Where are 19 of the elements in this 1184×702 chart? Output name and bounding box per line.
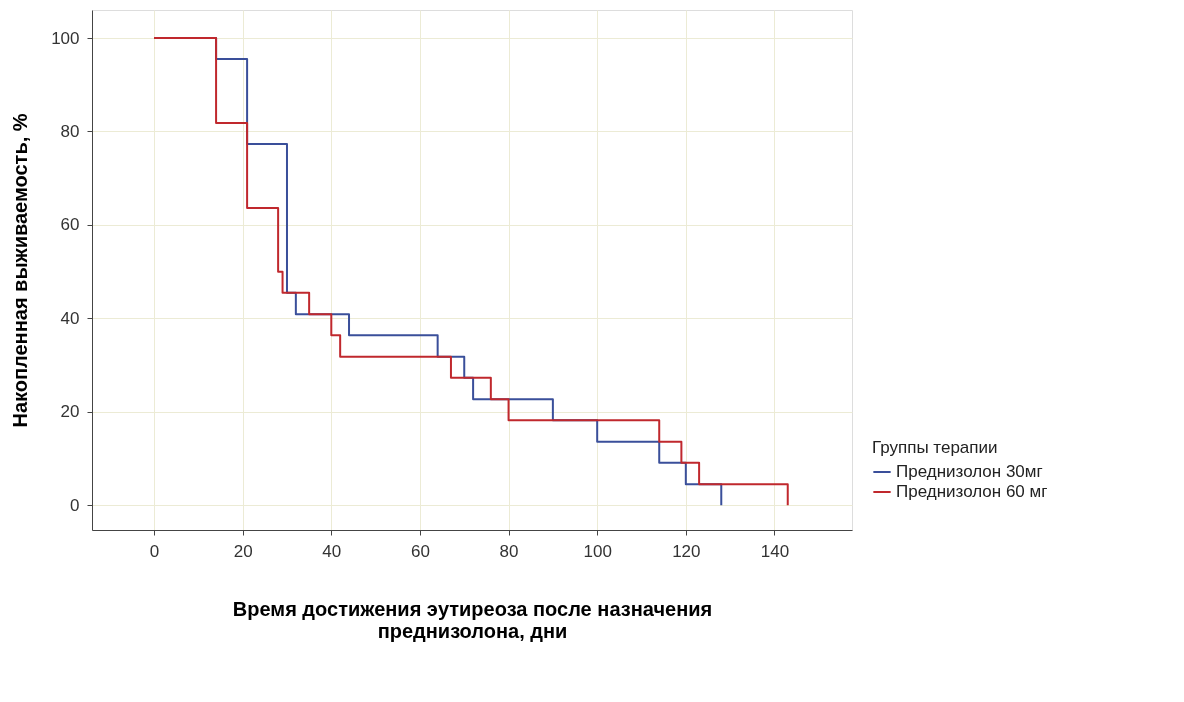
y-tick-label: 40 (60, 308, 80, 328)
y-tick-label: 80 (60, 121, 80, 141)
x-tick-label: 60 (410, 541, 430, 561)
x-axis-title: Время достижения эутиреоза после назначения преднизолона, дни (232, 597, 713, 642)
legend-label: Преднизолон 30мг (896, 462, 1043, 481)
x-tick-label: 40 (322, 541, 342, 561)
legend-label: Преднизолон 60 мг (896, 482, 1048, 501)
y-tick-label: 20 (60, 402, 80, 422)
x-tick-label: 120 (672, 541, 701, 561)
y-tick-label: 0 (70, 495, 80, 515)
y-tick-label: 60 (60, 215, 80, 235)
y-tick-label: 100 (51, 28, 80, 48)
x-tick-label: 80 (499, 541, 519, 561)
legend-title: Группы терапии (872, 438, 998, 457)
x-tick-label: 140 (760, 541, 790, 561)
x-tick-label: 20 (233, 541, 253, 561)
y-axis-title: Накопленная выживаемость, % (9, 113, 32, 428)
x-tick-label: 100 (583, 541, 612, 561)
x-tick-label: 0 (149, 541, 160, 561)
